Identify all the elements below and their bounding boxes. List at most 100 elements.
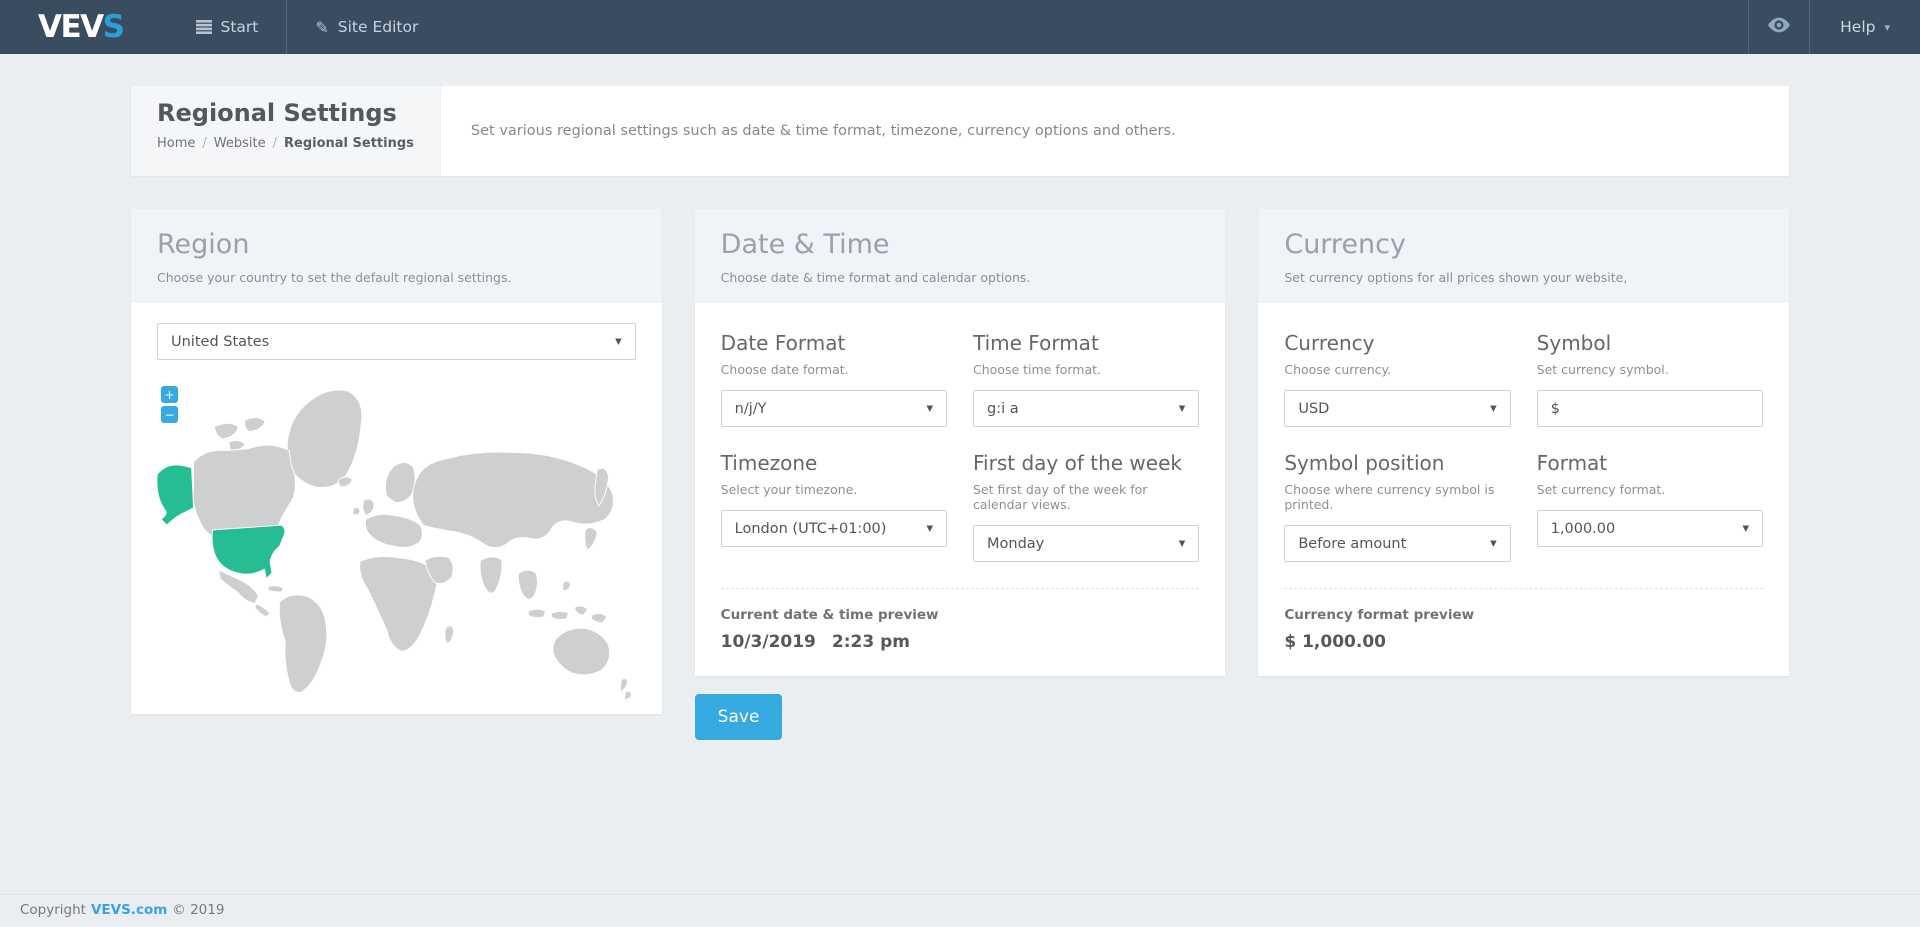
country-shape	[254, 603, 271, 618]
page-description: Set various regional settings such as da…	[470, 123, 1176, 139]
country-shape	[590, 613, 608, 624]
date-format-hint: Choose date format.	[720, 362, 849, 377]
breadcrumb-current: Regional Settings	[284, 136, 414, 151]
country-shape	[267, 585, 284, 593]
divider	[720, 588, 1200, 589]
chevron-down-icon: ▼	[615, 336, 622, 347]
alaska-shape	[156, 464, 195, 526]
symbol-input[interactable]	[1536, 390, 1764, 427]
timezone-hint: Select your timezone.	[720, 482, 858, 497]
date-format-field: Date Format Choose date format. n/j/Y ▼	[720, 323, 947, 427]
footer-copyright-prefix: Copyright	[20, 902, 86, 918]
country-shape	[623, 690, 633, 700]
first-day-select-value: Monday	[987, 535, 1045, 552]
time-format-field: Time Format Choose time format. g:i a ▼	[973, 323, 1200, 427]
country-shape	[286, 389, 363, 489]
region-panel-header: Region Choose your country to set the de…	[131, 209, 662, 303]
breadcrumb-website[interactable]: Website	[213, 136, 266, 151]
country-shape	[584, 527, 598, 551]
timezone-select[interactable]: London (UTC+01:00) ▼	[720, 510, 947, 547]
nav-item-start[interactable]: Start	[168, 0, 287, 54]
first-day-select[interactable]: Monday ▼	[973, 525, 1200, 562]
country-shape	[217, 569, 260, 605]
first-day-label: First day of the week	[973, 451, 1182, 475]
region-panel-subtitle: Choose your country to set the default r…	[157, 270, 512, 285]
currency-preview-value: $ 1,000.00	[1284, 632, 1763, 652]
timezone-label: Timezone	[720, 451, 818, 475]
first-day-hint: Set first day of the week for calendar v…	[973, 482, 1148, 512]
date-format-label: Date Format	[720, 331, 846, 355]
divider	[1284, 588, 1764, 589]
page-header-card: Regional Settings Home / Website / Regio…	[131, 86, 1789, 176]
preview-date: 10/3/2019	[720, 632, 816, 652]
time-format-hint: Choose time format.	[973, 362, 1102, 377]
country-shape	[278, 594, 328, 693]
footer-vevs-link[interactable]: VEVS.com	[90, 902, 168, 918]
save-button[interactable]: Save	[694, 694, 783, 740]
settings-panels: Region Choose your country to set the de…	[131, 209, 1790, 740]
map-zoom-out-button[interactable]: −	[161, 406, 178, 423]
breadcrumb-home[interactable]: Home	[157, 136, 196, 151]
currency-preview: $ 1,000.00	[1284, 632, 1386, 652]
preview-time: 2:23 pm	[831, 632, 910, 652]
main-content: Regional Settings Home / Website / Regio…	[0, 54, 1920, 894]
country-shape	[527, 608, 547, 619]
symbol-label: Symbol	[1536, 331, 1612, 355]
middle-column: Date & Time Choose date & time format an…	[694, 209, 1226, 740]
country-shape	[444, 625, 455, 645]
help-label: Help	[1840, 18, 1876, 36]
world-map[interactable]: + −	[131, 374, 662, 704]
country-select-value: United States	[171, 333, 270, 350]
chevron-down-icon: ▼	[1178, 403, 1186, 414]
date-format-select[interactable]: n/j/Y ▼	[720, 390, 947, 427]
chevron-down-icon: ▼	[926, 403, 933, 414]
vevs-logo[interactable]: VEV S	[0, 0, 168, 54]
country-shape	[384, 462, 416, 503]
date-time-panel-body: Date Format Choose date format. n/j/Y ▼ …	[695, 303, 1226, 676]
symbol-position-field: Symbol position Choose where currency sy…	[1284, 427, 1511, 562]
country-shape	[337, 476, 353, 488]
navbar-items: Start ✎ Site Editor	[168, 0, 447, 54]
symbol-position-label: Symbol position	[1284, 451, 1445, 475]
map-zoom-controls: + −	[161, 386, 178, 423]
time-format-select-value: g:i a	[987, 400, 1019, 417]
list-icon	[195, 20, 212, 34]
chevron-down-icon: ▼	[1490, 403, 1497, 414]
country-shape	[359, 555, 438, 652]
date-time-preview-label: Current date & time preview	[720, 607, 939, 623]
country-shape	[619, 678, 629, 693]
date-time-panel: Date & Time Choose date & time format an…	[694, 209, 1226, 676]
currency-hint: Choose currency.	[1284, 362, 1392, 377]
first-day-field: First day of the week Set first day of t…	[973, 427, 1200, 562]
nav-item-site-editor[interactable]: ✎ Site Editor	[286, 0, 446, 54]
country-shape	[424, 555, 454, 585]
preview-website-button[interactable]	[1748, 0, 1811, 54]
date-time-panel-header: Date & Time Choose date & time format an…	[694, 209, 1226, 303]
symbol-position-select[interactable]: Before amount ▼	[1284, 525, 1511, 562]
country-select[interactable]: United States ▼	[157, 323, 636, 360]
currency-panel-body: Currency Choose currency. USD ▼ Symbol S…	[1258, 303, 1789, 676]
footer: Copyright VEVS.com © 2019	[0, 894, 1920, 927]
symbol-hint: Set currency symbol.	[1536, 362, 1669, 377]
format-field: Format Set currency format. 1,000.00 ▼	[1536, 427, 1764, 562]
currency-label: Currency	[1284, 331, 1375, 355]
country-shape	[351, 507, 361, 516]
date-format-select-value: n/j/Y	[734, 400, 767, 417]
logo-text-white: VEV	[38, 9, 104, 45]
region-panel: Region Choose your country to set the de…	[131, 209, 662, 714]
format-select[interactable]: 1,000.00 ▼	[1536, 510, 1764, 547]
usa-shape	[211, 524, 286, 580]
country-shape	[550, 610, 569, 620]
timezone-field: Timezone Select your timezone. London (U…	[720, 427, 947, 562]
map-zoom-in-button[interactable]: +	[161, 386, 178, 403]
eye-icon	[1768, 17, 1790, 37]
timezone-select-value: London (UTC+01:00)	[734, 520, 887, 537]
chevron-down-icon: ▼	[1490, 538, 1497, 549]
help-menu[interactable]: Help ▾	[1810, 0, 1920, 54]
symbol-position-select-value: Before amount	[1298, 535, 1407, 552]
time-format-select[interactable]: g:i a ▼	[973, 390, 1200, 427]
currency-select[interactable]: USD ▼	[1284, 390, 1511, 427]
country-shape	[573, 605, 589, 616]
currency-panel-subtitle: Set currency options for all prices show…	[1284, 270, 1628, 285]
